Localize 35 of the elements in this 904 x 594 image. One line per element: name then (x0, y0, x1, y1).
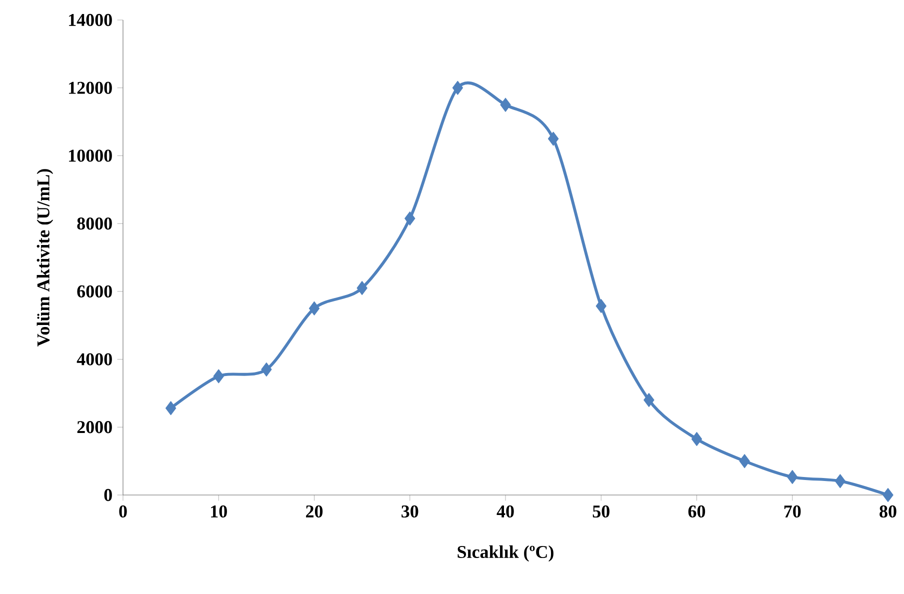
y-tick-label: 6000 (77, 285, 112, 298)
point (356, 281, 368, 296)
point (739, 454, 750, 468)
y-tick-label: 0 (104, 488, 112, 502)
point (165, 401, 176, 416)
point (787, 470, 798, 484)
y-tick-label: 14000 (69, 14, 112, 26)
point (500, 98, 511, 112)
point (308, 301, 320, 316)
point (213, 369, 224, 384)
point (834, 474, 846, 488)
y-tick-label: 12000 (69, 82, 112, 94)
x-tick-label: 0 (119, 505, 127, 518)
point (452, 80, 464, 95)
point (261, 362, 272, 376)
x-tick-label: 60 (688, 505, 706, 518)
point (596, 299, 606, 314)
point (644, 393, 654, 407)
point (548, 132, 559, 146)
y-axis-title: Volüm Aktivite (U/mL) (36, 169, 54, 346)
y-tick-label: 8000 (77, 217, 112, 230)
x-tick-label: 50 (592, 505, 610, 518)
x-tick-label: 30 (402, 505, 418, 518)
point (691, 432, 702, 446)
point (882, 488, 894, 502)
point (404, 211, 416, 226)
x-tick-label: 20 (306, 505, 323, 518)
y-tick-label: 10000 (69, 150, 112, 162)
x-tick-label: 70 (784, 505, 801, 518)
y-tick-label: 2000 (77, 421, 112, 434)
y-tick-label: 4000 (76, 353, 112, 366)
x-tick-label: 10 (211, 505, 227, 518)
x-axis-title: Sıcaklık (ºC) (458, 545, 554, 562)
x-tick-label: 80 (880, 505, 896, 518)
x-tick-label: 40 (496, 505, 514, 518)
